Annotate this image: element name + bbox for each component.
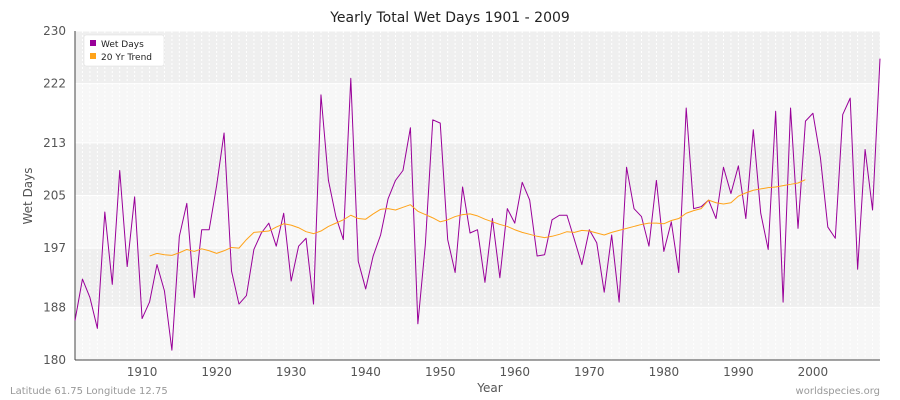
- y-tick-label: 222: [43, 77, 66, 91]
- x-tick-label: 1980: [649, 365, 680, 379]
- axes: [74, 31, 880, 361]
- y-tick-label: 197: [43, 241, 66, 255]
- legend-label-wet-days: Wet Days: [101, 40, 144, 50]
- y-axis-label: Wet Days: [21, 167, 35, 224]
- x-tick-label: 1920: [201, 365, 232, 379]
- series-line-wet-days: [74, 58, 881, 351]
- x-tick-label: 1940: [350, 365, 381, 379]
- x-tick-label: 1960: [499, 365, 530, 379]
- footer-source: worldspecies.org: [796, 386, 880, 397]
- plot-band: [75, 248, 880, 308]
- x-tick-label: 1950: [425, 365, 456, 379]
- grid: [74, 30, 881, 361]
- x-tick-label: 1990: [723, 365, 754, 379]
- legend-swatch-trend: [90, 53, 96, 59]
- series-lines: [74, 58, 881, 351]
- chart-title: Yearly Total Wet Days 1901 - 2009: [329, 10, 570, 26]
- legend-box: [83, 34, 165, 67]
- x-tick-labels: 1910 1920 1930 1940 1950 1960 1970 1980 1990 2000: [127, 365, 828, 379]
- x-axis-label: Year: [476, 381, 502, 395]
- x-tick-label: 1930: [276, 365, 307, 379]
- y-tick-label: 213: [43, 136, 66, 150]
- footer-location: Latitude 61.75 Longitude 12.75: [10, 386, 168, 397]
- x-tick-label: 1910: [127, 365, 158, 379]
- legend: Wet Days 20 Yr Trend: [83, 34, 165, 67]
- y-tick-label: 205: [43, 189, 66, 203]
- series-line-20yr-trend: [149, 179, 806, 257]
- y-tick-label: 188: [43, 300, 66, 314]
- y-tick-labels: 180 188 197 205 213 222 230: [43, 24, 66, 367]
- y-tick-label: 230: [43, 24, 66, 38]
- legend-swatch-wet-days: [90, 40, 96, 46]
- x-tick-label: 2000: [798, 365, 829, 379]
- x-tick-label: 1970: [574, 365, 605, 379]
- legend-label-trend: 20 Yr Trend: [101, 53, 152, 63]
- y-tick-label: 180: [43, 353, 66, 367]
